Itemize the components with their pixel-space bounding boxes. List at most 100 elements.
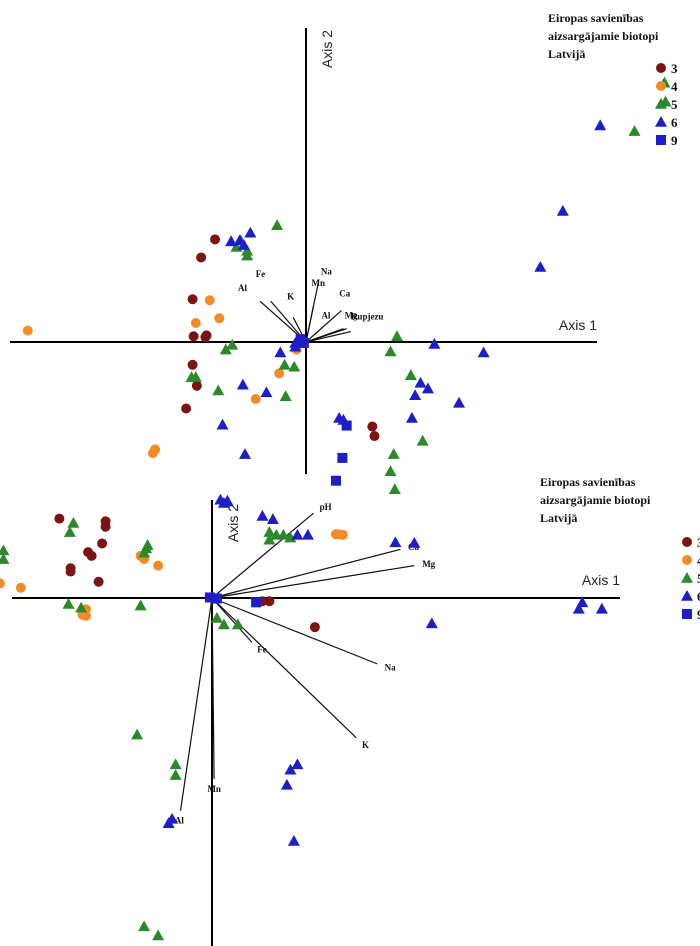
- legend-marker-5: [681, 572, 693, 583]
- vector-label-na: Na: [385, 663, 396, 673]
- point-group-5: [75, 601, 88, 613]
- vector-label-ph: pH: [320, 502, 332, 512]
- point-group-6: [239, 448, 252, 459]
- point-group-5: [390, 330, 403, 342]
- point-group-5: [263, 526, 276, 537]
- point-group-4: [22, 325, 33, 336]
- point-group-5: [0, 553, 10, 564]
- point-group-5: [219, 343, 232, 355]
- point-group-5: [279, 390, 292, 401]
- point-group-6: [453, 396, 466, 408]
- legend-marker-6: [681, 590, 693, 601]
- legend-label-6: 6: [697, 589, 700, 604]
- legend-label-6: 6: [671, 115, 678, 130]
- point-group-6: [291, 528, 304, 540]
- point-group-9: [298, 337, 309, 348]
- point-group-5: [288, 360, 301, 372]
- legend-label-4: 4: [697, 553, 700, 568]
- point-group-3: [367, 421, 378, 432]
- point-group-4: [204, 295, 215, 306]
- vector-label-fe: Fe: [257, 645, 267, 655]
- point-group-5: [131, 728, 144, 740]
- point-group-3: [369, 431, 380, 442]
- point-group-5: [210, 611, 223, 623]
- point-group-5: [169, 769, 182, 780]
- legend-label-4: 4: [671, 79, 678, 94]
- vector-al: [179, 597, 213, 811]
- point-group-6: [405, 412, 418, 423]
- vector-label-al: Al: [321, 311, 330, 321]
- point-group-3: [187, 359, 198, 370]
- point-group-6: [284, 763, 297, 775]
- legend-marker-9: [656, 135, 666, 145]
- point-group-4: [153, 560, 164, 571]
- point-group-5: [134, 599, 147, 611]
- point-group-3: [97, 538, 108, 549]
- vector-na: [211, 597, 378, 665]
- point-group-3: [309, 622, 320, 633]
- legend-marker-3: [656, 63, 666, 73]
- vector-mn: [305, 305, 315, 343]
- point-group-4: [147, 448, 158, 459]
- point-group-6: [162, 817, 175, 828]
- point-group-4: [337, 529, 348, 540]
- vector-label-ca: Ca: [339, 289, 350, 299]
- vector-ca: [211, 548, 401, 599]
- point-group-6: [256, 509, 269, 521]
- point-group-6: [595, 602, 608, 614]
- point-group-6: [266, 513, 279, 524]
- point-group-5: [628, 125, 641, 136]
- point-group-6: [289, 336, 302, 348]
- legend-marker-5: [655, 98, 667, 109]
- point-group-6: [216, 418, 229, 430]
- vector-label-k: K: [287, 291, 294, 301]
- point-group-6: [221, 494, 234, 506]
- point-group-6: [244, 226, 257, 238]
- vector-ph: [211, 512, 314, 599]
- point-group-6: [594, 119, 607, 131]
- point-group-6: [225, 235, 238, 247]
- point-group-5: [152, 929, 165, 941]
- point-group-4: [15, 582, 26, 593]
- ordination-plot-top: Axis 1 Axis 2 Na Mn Ca Mg Al Rupjezu Al Fe K Eiropa…: [10, 11, 678, 495]
- legend-label-9: 9: [671, 133, 678, 148]
- point-group-5: [416, 434, 429, 446]
- point-group-5: [226, 338, 239, 350]
- point-group-6: [409, 389, 422, 400]
- legend-title-line: Latvijā: [548, 47, 585, 61]
- point-group-5: [231, 618, 244, 630]
- legend-label-3: 3: [671, 61, 678, 76]
- point-group-6: [408, 536, 421, 548]
- point-group-5: [62, 597, 75, 609]
- point-group-5: [271, 219, 284, 230]
- point-group-9: [211, 593, 222, 604]
- vector-k: [211, 597, 357, 739]
- vector-label-al: Al: [175, 816, 184, 826]
- legend-label-5: 5: [671, 97, 678, 112]
- point-group-6: [236, 378, 249, 390]
- point-group-6: [280, 778, 293, 790]
- vector-label-rupjezu: Rupjezu: [351, 312, 384, 322]
- vector-mg: [211, 565, 415, 599]
- point-group-5: [67, 516, 80, 528]
- legend-marker-4: [682, 555, 692, 565]
- vector-label-k: K: [362, 740, 369, 750]
- legend: Eiropas savienības aizsargājamie biotopi L…: [540, 475, 700, 622]
- point-group-5: [404, 369, 417, 381]
- legend-title-line: aizsargājamie biotopi: [540, 493, 651, 507]
- point-group-3: [187, 294, 198, 305]
- vector-label-mg: Mg: [422, 559, 435, 569]
- vector-label-mg: Mg: [345, 311, 358, 321]
- point-group-5: [0, 544, 10, 556]
- point-group-5: [384, 345, 397, 357]
- point-group-5: [241, 249, 254, 261]
- legend-title-line: aizsargājamie biotopi: [548, 29, 659, 43]
- point-group-6: [389, 536, 402, 548]
- point-group-9: [337, 452, 348, 463]
- point-group-9: [341, 420, 352, 431]
- legend-marker-9: [682, 609, 692, 619]
- point-group-3: [86, 550, 97, 561]
- point-group-5: [388, 483, 401, 495]
